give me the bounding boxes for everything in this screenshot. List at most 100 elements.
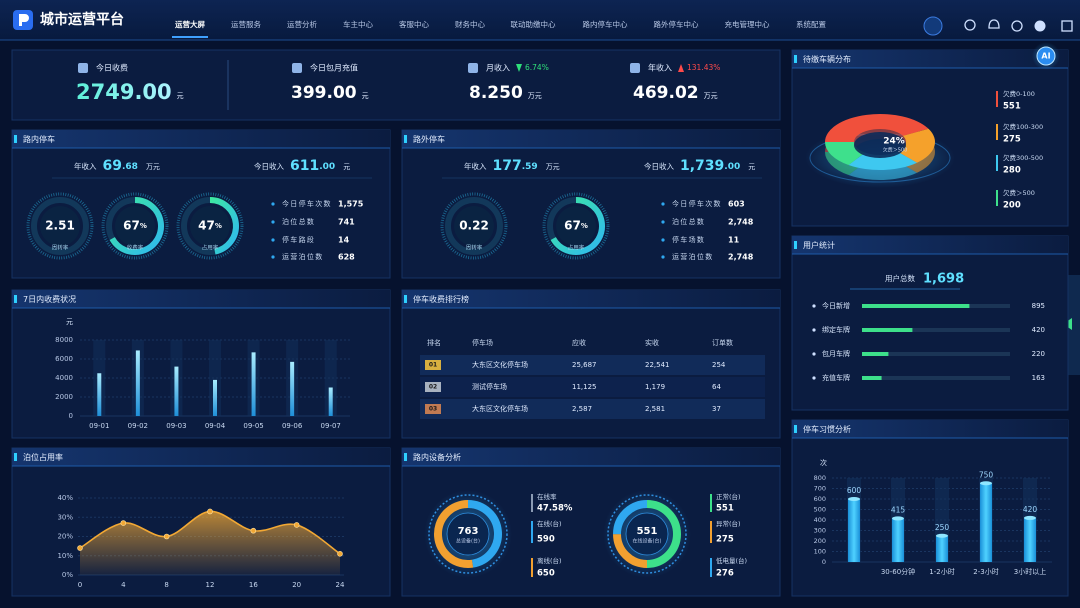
nav-item[interactable]: 运营分析 [287, 19, 317, 29]
table-header: 排名 [427, 338, 441, 347]
legend-value: 590 [537, 535, 555, 545]
kpi-unit: 元 [362, 92, 369, 100]
icon-search[interactable] [964, 19, 976, 31]
title-marker [404, 295, 407, 303]
table-row-bg [420, 355, 765, 375]
table-cell: 254 [712, 361, 726, 369]
bar-track [862, 328, 1010, 332]
nav-item[interactable]: 运营大屏 [175, 19, 205, 29]
title-marker [404, 453, 407, 461]
bar-cap [848, 497, 860, 501]
income-label: 年收入 [464, 161, 487, 171]
nav-item[interactable]: 路外停车中心 [654, 19, 699, 29]
icon-bell[interactable] [988, 19, 1000, 29]
stat-dot [271, 255, 275, 259]
income-label: 今日收入 [254, 161, 284, 171]
icon-user[interactable] [1034, 20, 1046, 32]
nav-active-underline [172, 36, 208, 38]
line-point [337, 551, 343, 557]
bar [1024, 517, 1036, 562]
line-point [163, 533, 170, 540]
kpi-unit: 元 [177, 92, 184, 100]
y-tick-label: 0% [62, 571, 73, 579]
legend-value: 551 [1003, 102, 1021, 112]
y-tick-label: 30% [57, 513, 73, 521]
rank-number: 02 [429, 384, 437, 391]
item-value: 163 [1032, 374, 1045, 382]
item-value: 220 [1032, 350, 1045, 358]
panel-title-bar [12, 448, 390, 466]
stat-label: 停车场数 [672, 235, 705, 244]
panel-title: 7日内收费状况 [23, 294, 76, 304]
pie-slice [825, 114, 929, 142]
title-marker [404, 135, 407, 143]
stat-label: 运营泊位数 [672, 252, 714, 261]
icon-info[interactable] [1011, 20, 1023, 32]
bar [892, 518, 904, 562]
y-tick-label: 400 [814, 516, 826, 524]
nav-item[interactable]: 充电管理中心 [725, 19, 770, 29]
nav-item[interactable]: 路内停车中心 [583, 19, 628, 29]
panel-title: 停车习惯分析 [803, 424, 851, 434]
icon-camera[interactable] [923, 16, 943, 36]
donut-center-value: 763 [458, 526, 479, 537]
title-marker [14, 453, 17, 461]
legend-marker [531, 494, 533, 512]
icon-fullscreen[interactable] [1061, 20, 1073, 32]
x-tick-label: 09-01 [89, 422, 109, 430]
badge-label: AI [1041, 52, 1050, 61]
gauge-core [115, 206, 155, 246]
donut-core [625, 512, 669, 556]
bar [862, 304, 970, 308]
x-tick-label: 2-3小时 [973, 567, 998, 576]
bar [862, 352, 889, 356]
kpi-label: 月收入 [486, 63, 510, 73]
income-label: 今日收入 [644, 161, 674, 171]
pie-center-value: 24% [883, 137, 905, 147]
line-point [293, 522, 300, 528]
stat-value: 1,575 [338, 200, 364, 209]
item-name: 绑定车牌 [822, 325, 850, 334]
bar-cap [980, 481, 992, 486]
stat-label: 运营泊位数 [282, 252, 324, 261]
nav-item[interactable]: 财务中心 [455, 19, 485, 29]
nav-item[interactable]: 客服中心 [399, 19, 429, 29]
legend-value: 275 [1003, 135, 1021, 145]
nav-item[interactable]: 联动助缴中心 [511, 19, 556, 29]
item-dot [812, 304, 816, 308]
table-cell: 11,125 [572, 383, 597, 391]
stat-dot [661, 202, 665, 206]
nav-item[interactable]: 运营服务 [231, 19, 261, 29]
panel-title: 待缴车辆分布 [803, 54, 851, 64]
x-tick-label: 09-03 [166, 422, 186, 430]
title-marker [794, 241, 797, 249]
stat-value: 741 [338, 218, 355, 227]
bar [862, 328, 913, 332]
y-tick-label: 4000 [55, 374, 73, 382]
nav-item[interactable]: 系统配置 [796, 19, 826, 29]
y-tick-label: 0 [69, 412, 73, 420]
gauge-tick-ring [440, 192, 508, 260]
gauge-value: 2.51 [45, 219, 75, 233]
nav-item[interactable]: 车主中心 [343, 19, 373, 29]
income-value: 611.00 [290, 158, 335, 174]
panel-title-bar [402, 448, 780, 466]
x-tick-label: 24 [336, 581, 345, 589]
pie-center-label: 欠费＞500 [883, 147, 908, 154]
panel-title: 路外停车 [413, 134, 445, 144]
legend-label: 欠费300-500 [1003, 153, 1043, 162]
gauge-tick-ring [542, 192, 610, 260]
badge[interactable] [1036, 46, 1056, 66]
x-tick-label: 16 [249, 581, 258, 589]
logo-glyph [19, 14, 29, 26]
legend-marker [996, 91, 998, 107]
income-unit: 元 [343, 163, 350, 171]
gauge-name: 收费率 [127, 244, 144, 252]
y-tick-label: 8000 [55, 336, 73, 344]
y-tick-label: 40% [57, 494, 73, 502]
bar-track [862, 376, 1010, 380]
legend-marker [996, 155, 998, 171]
title-marker [14, 295, 17, 303]
